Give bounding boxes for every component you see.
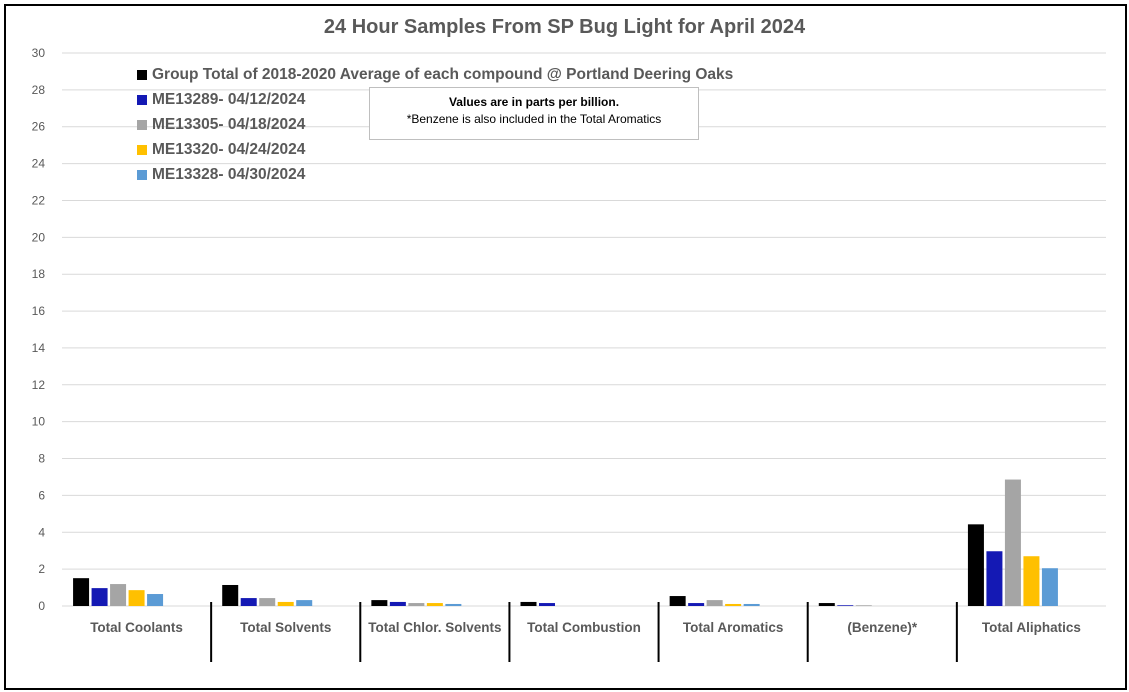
legend-swatch — [137, 144, 147, 155]
legend-swatch — [137, 169, 147, 180]
y-tick-label: 14 — [32, 341, 46, 355]
legend-swatch — [137, 69, 147, 80]
x-tick-label: Total Solvents — [240, 620, 331, 635]
annotation-benzene: *Benzene is also included in the Total A… — [406, 112, 662, 126]
bar — [277, 601, 294, 606]
bar — [426, 603, 443, 606]
bar — [445, 603, 462, 606]
y-tick-label: 12 — [32, 378, 46, 392]
bar — [539, 603, 555, 606]
y-tick-label: 4 — [38, 525, 45, 539]
bar — [371, 600, 388, 606]
bar — [818, 603, 835, 606]
legend-item: ME13320- 04/24/2024 — [137, 137, 733, 162]
legend-label: ME13289- 04/12/2024 — [152, 90, 306, 108]
legend-item: ME13328- 04/30/2024 — [137, 162, 733, 187]
bar — [259, 598, 276, 606]
y-tick-label: 18 — [32, 267, 46, 281]
bar — [1004, 479, 1021, 606]
bar — [1023, 556, 1040, 606]
y-tick-label: 16 — [32, 304, 46, 318]
bar — [128, 590, 145, 606]
x-tick-label: Total Aromatics — [683, 620, 784, 635]
bar — [389, 601, 406, 606]
y-tick-label: 24 — [32, 157, 46, 171]
legend-item: Group Total of 2018-2020 Average of each… — [137, 62, 733, 87]
legend-item: ME13305- 04/18/2024 — [137, 112, 733, 137]
bar — [1041, 568, 1058, 606]
bar — [688, 603, 705, 606]
x-tick-label: Total Chlor. Solvents — [368, 620, 501, 635]
y-tick-label: 0 — [38, 599, 45, 613]
bar — [743, 603, 760, 606]
bar — [147, 594, 164, 606]
bar — [706, 600, 723, 606]
bar — [222, 584, 239, 606]
bar — [296, 600, 313, 606]
y-tick-label: 20 — [32, 230, 46, 244]
bar — [110, 584, 127, 606]
legend-label: Group Total of 2018-2020 Average of each… — [152, 65, 734, 83]
bar — [520, 601, 537, 606]
bar — [91, 588, 108, 606]
legend-swatch — [137, 119, 147, 130]
bar — [73, 578, 90, 606]
legend-label: ME13305- 04/18/2024 — [152, 115, 306, 133]
legend-label: ME13320- 04/24/2024 — [152, 140, 306, 158]
x-tick-label: (Benzene)* — [847, 620, 918, 635]
y-tick-label: 22 — [32, 193, 46, 207]
bar — [855, 605, 872, 606]
y-tick-label: 28 — [32, 83, 46, 97]
x-tick-label: Total Aliphatics — [982, 620, 1081, 635]
annotation-box: Values are in parts per billion. *Benzen… — [369, 87, 699, 140]
bar — [967, 524, 984, 606]
y-tick-label: 30 — [32, 46, 46, 60]
bar — [240, 598, 257, 606]
bar — [408, 603, 425, 606]
annotation-units: Values are in parts per billion. — [448, 95, 620, 109]
y-tick-label: 8 — [38, 452, 45, 466]
x-tick-label: Total Combustion — [527, 620, 641, 635]
y-tick-label: 2 — [38, 562, 45, 576]
legend-label: ME13328- 04/30/2024 — [152, 165, 306, 183]
bar — [725, 603, 742, 606]
chart-title: 24 Hour Samples From SP Bug Light for Ap… — [323, 16, 806, 38]
y-tick-label: 10 — [32, 415, 46, 429]
y-tick-label: 26 — [32, 120, 46, 134]
legend-swatch — [137, 94, 147, 105]
bar — [986, 551, 1003, 606]
legend: Group Total of 2018-2020 Average of each… — [137, 62, 733, 187]
bar — [669, 596, 686, 606]
x-tick-label: Total Coolants — [90, 620, 183, 635]
y-tick-label: 6 — [38, 488, 45, 502]
legend-item: ME13289- 04/12/2024 — [137, 87, 733, 112]
bar — [837, 605, 854, 606]
